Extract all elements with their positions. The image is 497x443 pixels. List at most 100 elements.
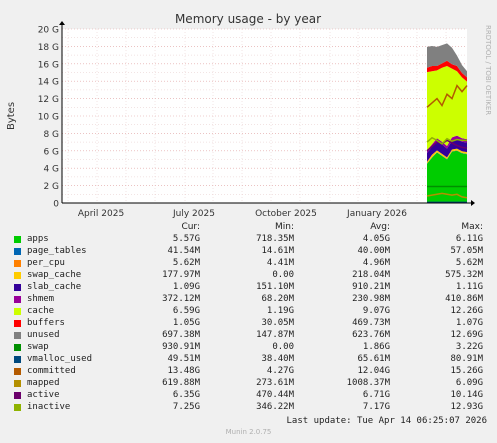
legend-row-buffers: buffers 1.05G 30.05M 469.73M 1.07G	[0, 318, 497, 329]
legend-avg-value: 7.17G	[362, 402, 390, 412]
legend-max-value: 12.93G	[450, 402, 483, 412]
legend-name: inactive	[27, 402, 71, 412]
legend-row-per-cpu: per_cpu 5.62M 4.41M 4.96M 5.62M	[0, 258, 497, 269]
legend-max-value: 1.07G	[455, 318, 483, 328]
y-tick-label: 12 G	[38, 95, 59, 105]
legend-min-value: 0.00	[272, 270, 294, 280]
y-tick-label: 18 G	[38, 43, 59, 53]
legend-max-value: 12.69G	[450, 330, 483, 340]
legend-name: committed	[27, 366, 76, 376]
legend-max-value: 6.11G	[455, 234, 483, 244]
legend-cur-value: 5.62M	[172, 258, 200, 268]
legend-cur-value: 6.35G	[172, 390, 200, 400]
y-tick-label: 14 G	[38, 78, 59, 88]
legend-cur-value: 7.25G	[172, 402, 200, 412]
y-axis-arrow	[59, 21, 65, 25]
line-committed	[426, 84, 468, 108]
legend-cur-value: 177.97M	[162, 270, 200, 280]
y-tick-label: 2 G	[43, 182, 59, 192]
legend-name: cache	[27, 306, 55, 316]
x-axis-arrow	[471, 200, 475, 206]
munin-version: Munin 2.0.75	[225, 428, 272, 436]
legend-min-value: 147.87M	[256, 330, 294, 340]
legend-name: unused	[27, 330, 60, 340]
legend-swatch	[14, 272, 21, 279]
legend-cur-value: 372.12M	[162, 294, 200, 304]
legend-avg-value: 12.04G	[357, 366, 390, 376]
line-mapped	[426, 192, 468, 199]
legend-min-value: 151.10M	[256, 282, 294, 292]
legend-avg-value: 40.00M	[357, 246, 390, 256]
legend-row-slab-cache: slab_cache 1.09G 151.10M 910.21M 1.11G	[0, 282, 497, 293]
legend-row-shmem: shmem 372.12M 68.20M 230.98M 410.86M	[0, 294, 497, 305]
legend-name: shmem	[27, 294, 55, 304]
legend-header-max: Max:	[461, 222, 483, 232]
legend-avg-value: 4.05G	[362, 234, 390, 244]
legend-swatch	[14, 320, 21, 327]
legend-min-value: 30.05M	[261, 318, 294, 328]
legend-min-value: 68.20M	[261, 294, 294, 304]
plot-area	[62, 29, 467, 203]
legend-name: page_tables	[27, 246, 87, 256]
legend-avg-value: 1.86G	[362, 342, 390, 352]
x-tick-label: October 2025	[255, 209, 317, 219]
legend-max-value: 80.91M	[450, 354, 483, 364]
legend-row-active: active 6.35G 470.44M 6.71G 10.14G	[0, 390, 497, 401]
line-inactive	[426, 136, 467, 145]
legend-swatch	[14, 368, 21, 375]
legend-cur-value: 5.57G	[172, 234, 200, 244]
y-tick-label: 6 G	[43, 147, 59, 157]
legend-min-value: 718.35M	[256, 234, 294, 244]
legend-avg-value: 218.04M	[352, 270, 390, 280]
legend-max-value: 3.22G	[455, 342, 483, 352]
legend-name: active	[27, 390, 60, 400]
legend-name: buffers	[27, 318, 65, 328]
legend-avg-value: 469.73M	[352, 318, 390, 328]
legend-name: swap_cache	[27, 270, 82, 280]
legend-max-value: 575.32M	[445, 270, 483, 280]
legend-header-avg: Avg:	[370, 222, 390, 232]
legend-cur-value: 6.59G	[172, 306, 200, 316]
chart-title: Memory usage - by year	[175, 12, 321, 26]
legend-cur-value: 1.05G	[172, 318, 200, 328]
legend-swatch	[14, 284, 21, 291]
legend-min-value: 470.44M	[256, 390, 294, 400]
legend-row-page-tables: page_tables 41.54M 14.61M 40.00M 57.05M	[0, 246, 497, 257]
legend-swatch	[14, 404, 21, 411]
legend-swatch	[14, 236, 21, 243]
y-tick-label: 8 G	[43, 130, 59, 140]
legend-min-value: 273.61M	[256, 378, 294, 388]
last-update: Last update: Tue Apr 14 06:25:07 2026	[286, 416, 487, 426]
legend-max-value: 410.86M	[445, 294, 483, 304]
x-tick-label: January 2026	[346, 209, 407, 219]
legend-max-value: 5.62M	[455, 258, 483, 268]
legend-swatch	[14, 248, 21, 255]
legend-swatch	[14, 344, 21, 351]
legend-min-value: 4.27G	[266, 366, 294, 376]
legend-max-value: 12.26G	[450, 306, 483, 316]
legend-min-value: 0.00	[272, 342, 294, 352]
legend-cur-value: 930.91M	[162, 342, 200, 352]
legend-swatch	[14, 308, 21, 315]
legend-avg-value: 65.61M	[357, 354, 390, 364]
y-tick-label: 10 G	[38, 113, 59, 123]
legend-max-value: 57.05M	[450, 246, 483, 256]
legend-max-value: 1.11G	[455, 282, 483, 292]
rrdtool-credit: RRDTOOL / TOBI OETIKER	[484, 25, 492, 115]
line-active	[426, 139, 468, 152]
legend-swatch	[14, 380, 21, 387]
legend-row-vmalloc-used: vmalloc_used 49.51M 38.40M 65.61M 80.91M	[0, 354, 497, 365]
legend-swatch	[14, 332, 21, 339]
legend-avg-value: 4.96M	[362, 258, 390, 268]
legend-min-value: 4.41M	[266, 258, 294, 268]
legend-row-apps: apps 5.57G 718.35M 4.05G 6.11G	[0, 234, 497, 245]
y-tick-label: 0	[53, 200, 59, 210]
area-unused	[427, 43, 467, 78]
legend-row-unused: unused 697.38M 147.87M 623.76M 12.69G	[0, 330, 497, 341]
legend-row-mapped: mapped 619.88M 273.61M 1008.37M 6.09G	[0, 378, 497, 389]
y-tick-label: 20 G	[38, 26, 59, 36]
legend-header-cur: Cur:	[181, 222, 200, 232]
legend-cur-value: 697.38M	[162, 330, 200, 340]
legend-min-value: 1.19G	[266, 306, 294, 316]
legend-avg-value: 6.71G	[362, 390, 390, 400]
